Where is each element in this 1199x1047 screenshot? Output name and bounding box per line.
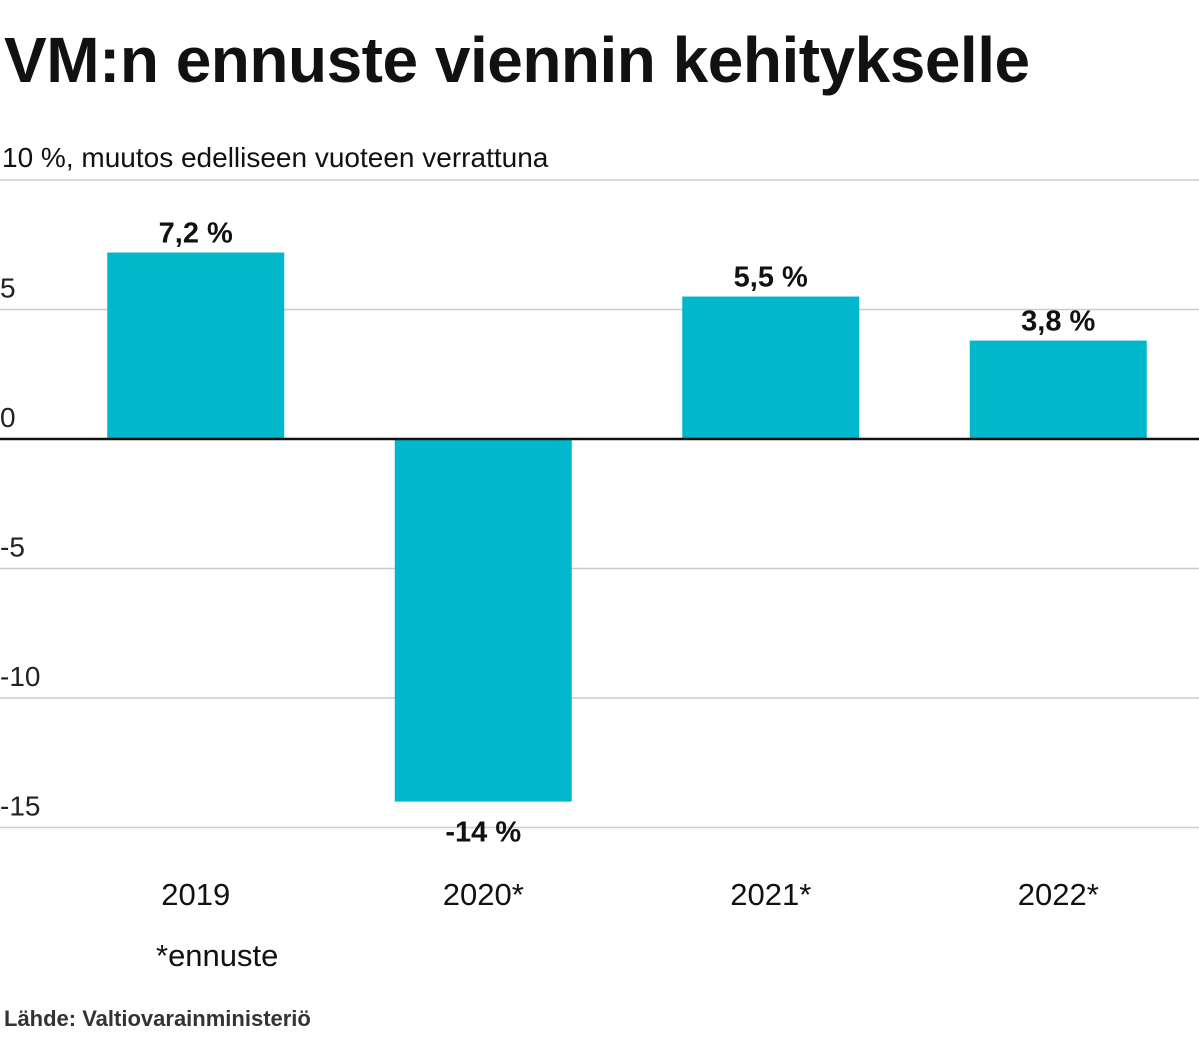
value-label: 3,8 % (1021, 306, 1095, 338)
bar-2022 (969, 340, 1147, 439)
y-tick-label: 0 (0, 402, 16, 433)
x-axis-labels: 2019 2020* 2021* 2022* (161, 877, 1099, 912)
x-category-label: 2019 (161, 877, 230, 912)
value-label: 5,5 % (734, 262, 808, 294)
value-label: -14 % (445, 817, 521, 849)
bar-2021 (682, 296, 860, 439)
forecast-footnote: *ennuste (156, 938, 279, 973)
y-tick-label: -15 (0, 791, 40, 822)
x-category-label: 2020* (443, 877, 524, 912)
chart-subtitle: 10 %, muutos edelliseen vuoteen verrattu… (2, 142, 549, 173)
y-tick-label: -5 (0, 532, 25, 563)
gridlines (0, 179, 1199, 829)
bar-2019 (107, 252, 285, 439)
chart-title: VM:n ennuste viennin kehitykselle (4, 24, 1030, 96)
y-tick-label: 5 (0, 273, 16, 304)
bar-2020 (394, 439, 572, 802)
x-category-label: 2021* (730, 877, 811, 912)
bars (107, 252, 1147, 802)
value-label: 7,2 % (159, 218, 233, 250)
y-axis-ticks: 5 0 -5 -10 -15 (0, 273, 40, 822)
x-category-label: 2022* (1018, 877, 1099, 912)
source-credit: Lähde: Valtiovarainministeriö (4, 1006, 311, 1031)
value-labels: 7,2 % -14 % 5,5 % 3,8 % (159, 218, 1096, 849)
y-tick-label: -10 (0, 661, 40, 692)
